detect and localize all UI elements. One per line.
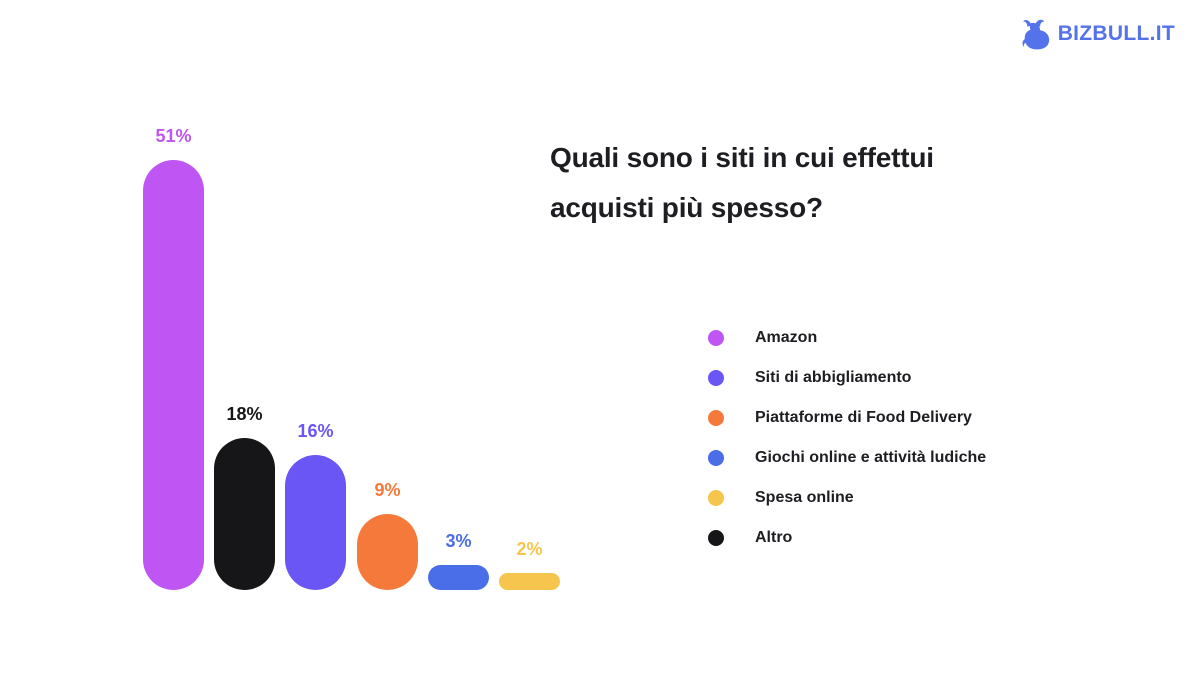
logo-text: BIZBULL.IT (1057, 22, 1175, 45)
legend-item-piattaforme-di-food-delivery: Piattaforme di Food Delivery (708, 398, 986, 438)
bar-amazon (143, 160, 204, 590)
legend-item-spesa-online: Spesa online (708, 478, 986, 518)
legend-label: Altro (755, 529, 793, 546)
bar-spesa-online (499, 573, 560, 590)
bar-giochi-online-e-attivit-ludiche (428, 565, 489, 590)
legend-label: Siti di abbigliamento (755, 369, 912, 386)
legend-dot-icon (708, 450, 724, 466)
bar-altro (214, 438, 275, 590)
chart-title-line2: acquisti più spesso? (550, 192, 823, 223)
bull-icon (1021, 18, 1055, 50)
legend-item-giochi-online-e-attivit-ludiche: Giochi online e attività ludiche (708, 438, 986, 478)
legend-dot-icon (708, 370, 724, 386)
legend: Amazon Siti di abbigliamento Piattaforme d… (708, 318, 986, 558)
bar-value-label-piattaforme-di-food-delivery: 9% (374, 480, 401, 500)
legend-label: Amazon (755, 329, 818, 346)
logo: BIZBULL.IT (1021, 18, 1175, 50)
bar-value-label-spesa-online: 2% (516, 539, 543, 559)
legend-label: Giochi online e attività ludiche (755, 449, 987, 466)
legend-dot-icon (708, 490, 724, 506)
legend-dot-icon (708, 330, 724, 346)
bar-piattaforme-di-food-delivery (357, 514, 418, 590)
legend-label: Piattaforme di Food Delivery (755, 409, 972, 426)
legend-item-siti-di-abbigliamento: Siti di abbigliamento (708, 358, 986, 398)
legend-item-altro: Altro (708, 518, 986, 558)
bar-value-label-altro: 18% (226, 404, 263, 424)
bar-chart: 51% 18% 16% 9% 3% 2% (143, 126, 560, 590)
chart-title: Quali sono i siti in cui effettui acquis… (550, 133, 1050, 233)
legend-dot-icon (708, 410, 724, 426)
bar-value-label-siti-di-abbigliamento: 16% (297, 421, 334, 441)
chart-title-line1: Quali sono i siti in cui effettui (550, 142, 934, 173)
legend-label: Spesa online (755, 489, 854, 506)
bar-siti-di-abbigliamento (285, 455, 346, 590)
bar-value-label-giochi-online-e-attivit-ludiche: 3% (445, 531, 472, 551)
bar-value-label-amazon: 51% (155, 126, 192, 146)
legend-item-amazon: Amazon (708, 318, 986, 358)
legend-dot-icon (708, 530, 724, 546)
